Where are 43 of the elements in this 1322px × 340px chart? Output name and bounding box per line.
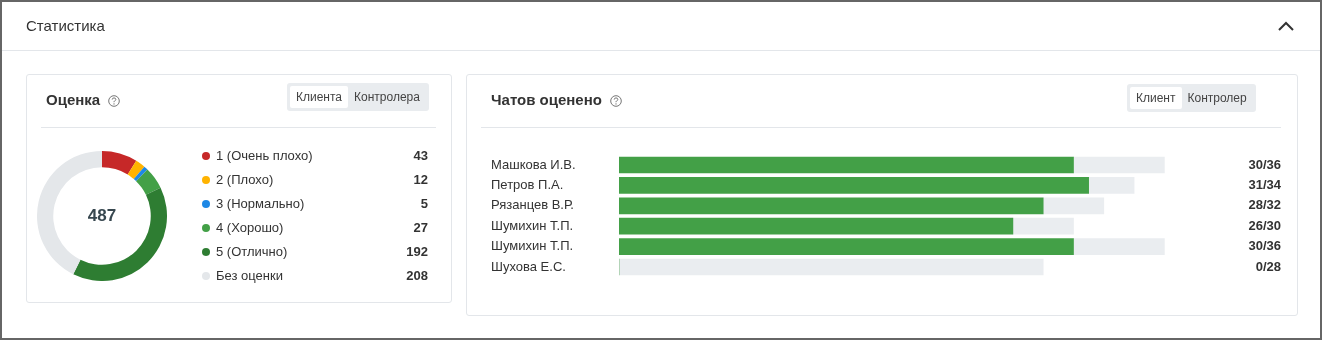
bar — [1073, 238, 1165, 255]
bar — [619, 177, 1089, 194]
bar — [619, 156, 1074, 174]
data-label: 12 — [413, 172, 428, 187]
data-label: 28/32 — [1248, 197, 1281, 213]
text: Контролер — [1186, 90, 1248, 107]
data-label: 31/34 — [1248, 176, 1282, 192]
y-tick-label: Шумихин Т.П. — [491, 238, 574, 254]
data-label: 27 — [413, 220, 428, 235]
data-label: 43 — [413, 148, 428, 163]
y-tick-label: Рязанцев В.Р. — [491, 197, 574, 213]
data-label: 0/28 — [1255, 258, 1281, 274]
text: Клиент — [1130, 87, 1182, 109]
chart-title: Чатов оценено — [491, 91, 603, 108]
legend-label: 2 (Плохо) — [216, 172, 274, 187]
bar — [1042, 197, 1105, 215]
bar — [1012, 217, 1074, 235]
text: Статистика — [26, 17, 105, 34]
bar — [619, 197, 1044, 215]
legend-label: 5 (Отлично) — [216, 244, 288, 259]
data-label: 30/36 — [1248, 238, 1281, 254]
legend-label: 4 (Хорошо) — [216, 220, 284, 235]
data-label: 26/30 — [1248, 217, 1281, 233]
y-tick-label: Машкова И.В. — [491, 156, 576, 172]
chart-title: Оценка — [46, 91, 102, 108]
bar — [619, 217, 1014, 235]
y-tick-label: Петров П.А. — [491, 176, 564, 192]
data-label: 208 — [406, 268, 428, 283]
legend-label: 3 (Нормально) — [216, 196, 305, 211]
bar — [1088, 177, 1135, 194]
bar — [1073, 156, 1165, 174]
legend-label: 1 (Очень плохо) — [216, 148, 313, 163]
text: 487 — [87, 205, 117, 225]
bar — [619, 258, 1044, 276]
legend-label: Без оценки — [216, 268, 283, 283]
y-tick-label: Шухова Е.С. — [491, 258, 566, 274]
text: Контролера — [353, 89, 421, 106]
data-label: 30/36 — [1248, 156, 1281, 172]
text: Клиента — [290, 86, 349, 108]
bar — [619, 238, 1074, 255]
data-label: 5 — [420, 196, 428, 211]
y-tick-label: Шумихин Т.П. — [491, 217, 574, 233]
data-label: 192 — [406, 244, 428, 259]
